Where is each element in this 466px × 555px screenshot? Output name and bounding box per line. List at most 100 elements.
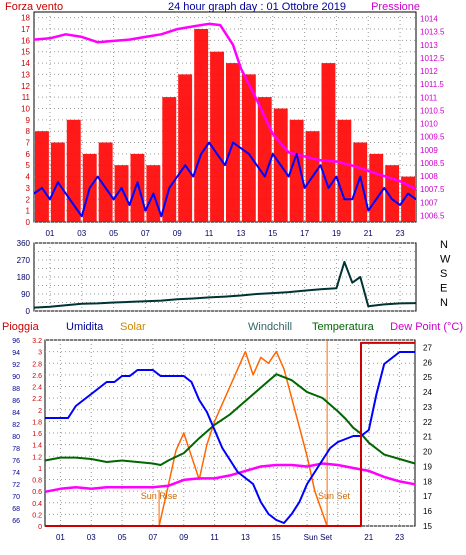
- panel-rain-humidity-temp: Pioggia Umidita Solar Windchill Temperat…: [2, 321, 463, 542]
- speed-line: [33, 141, 417, 218]
- legend-temperature: Temperatura: [312, 321, 375, 333]
- pressure-tick-label: 1011: [420, 93, 438, 102]
- sunrise-label: Sun Rise: [141, 491, 178, 501]
- wind-bar: [178, 74, 193, 223]
- temperature-axis-ticks: 15 16 17 18 19 20 21 22 23 24 25 26 27: [423, 343, 432, 531]
- pressure-tick-label: 1011.5: [420, 80, 444, 89]
- time-tick-label: 15: [272, 533, 281, 542]
- temperature-tick-label: 17: [423, 492, 432, 501]
- time-tick-label: 09: [179, 533, 188, 542]
- pressure-tick-label: 1008.5: [420, 159, 445, 168]
- rain-tick-label: 0.4: [32, 501, 42, 508]
- time-tick-label: 21: [364, 533, 373, 542]
- rain-tick-label: 2: [38, 408, 42, 415]
- time-tick-label: 21: [364, 229, 373, 238]
- wind-tick-label: 12: [21, 82, 30, 91]
- humidity-tick-label: 88: [12, 386, 20, 393]
- direction-line: [33, 260, 417, 309]
- pressure-tick-label: 1007.5: [420, 185, 445, 194]
- panel1-time-ticks: 01 03 05 07 09 11 13 15 17 19 21 23: [45, 229, 405, 238]
- wind-bar: [194, 29, 209, 222]
- wind-tick-label: 15: [21, 48, 30, 57]
- header-left-label: Forza vento: [5, 1, 63, 13]
- wind-tick-label: 13: [21, 70, 30, 79]
- temperature-tick-label: 20: [423, 448, 432, 457]
- pressure-tick-label: 1009: [420, 146, 438, 155]
- humidity-tick-label: 78: [12, 446, 20, 453]
- wind-bar: [114, 165, 129, 222]
- pressure-tick-label: 1013: [420, 41, 438, 50]
- pressure-tick-label: 1009.5: [420, 133, 445, 142]
- pressure-tick-label: 1006.5: [420, 211, 445, 220]
- pressure-tick-label: 1010: [420, 120, 438, 129]
- time-tick-label: 01: [56, 533, 65, 542]
- time-tick-label: 11: [205, 229, 214, 238]
- temperature-tick-label: 25: [423, 373, 432, 382]
- humidity-tick-label: 84: [12, 410, 20, 417]
- temperature-tick-label: 26: [423, 358, 432, 367]
- solar-line: [158, 350, 328, 527]
- temperature-tick-label: 16: [423, 507, 432, 516]
- time-tick-label: 07: [141, 229, 150, 238]
- rain-tick-label: 0: [38, 524, 42, 531]
- rain-tick-label: 1.8: [32, 419, 42, 426]
- wind-bar: [257, 97, 272, 222]
- dewpoint-line: [44, 462, 416, 494]
- time-tick-label: 01: [45, 229, 54, 238]
- humidity-tick-label: 68: [12, 506, 20, 513]
- wind-tick-label: 1: [26, 207, 31, 216]
- wind-tick-label: 17: [21, 25, 30, 34]
- humidity-tick-label: 86: [12, 398, 20, 405]
- rain-line: [45, 341, 415, 527]
- panel2-frame: [33, 242, 417, 312]
- legend-windchill: Windchill: [248, 321, 292, 333]
- humidity-tick-label: 70: [12, 494, 20, 501]
- wind-tick-label: 0: [26, 218, 31, 227]
- time-tick-label: 19: [332, 229, 341, 238]
- rain-tick-label: 0.2: [32, 512, 42, 519]
- wind-tick-label: 2: [26, 195, 31, 204]
- panel-wind-pressure: Forza vento 24 hour graph day : 01 Ottob…: [5, 1, 445, 238]
- humidity-tick-label: 92: [12, 362, 20, 369]
- rain-tick-label: 1.2: [32, 454, 42, 461]
- temperature-tick-label: 21: [423, 433, 432, 442]
- wind-tick-label: 16: [21, 36, 30, 45]
- time-tick-label: 07: [148, 533, 157, 542]
- direction-tick-label: 360: [17, 239, 31, 248]
- time-tick-label: 05: [118, 533, 127, 542]
- pressure-tick-label: 1010.5: [420, 106, 445, 115]
- time-tick-label: 15: [268, 229, 277, 238]
- rain-tick-label: 2.2: [32, 396, 42, 403]
- header-title: 24 hour graph day : 01 Ottobre 2019: [168, 1, 346, 13]
- rain-tick-label: 3: [38, 350, 42, 357]
- rain-tick-label: 2.4: [32, 385, 42, 392]
- compass-label: W: [440, 254, 451, 266]
- pressure-tick-label: 1012: [420, 67, 438, 76]
- pressure-tick-label: 1013.5: [420, 28, 445, 37]
- direction-axis-ticks: 0 90 180 270 360: [17, 239, 31, 316]
- wind-bar: [353, 142, 368, 222]
- time-tick-label: 17: [300, 229, 309, 238]
- humidity-tick-label: 94: [12, 350, 20, 357]
- time-tick-label: 13: [236, 229, 245, 238]
- panel1-grid: [34, 12, 416, 223]
- temperature-tick-label: 19: [423, 463, 432, 472]
- panel3-time-ticks: 01 03 05 07 09 11 13 15 Sun Set 21 23: [56, 533, 405, 542]
- wind-bar: [162, 97, 177, 222]
- legend-dewpoint: Dew Point (°C): [390, 321, 463, 333]
- wind-tick-label: 6: [26, 150, 31, 159]
- pressure-tick-label: 1014: [420, 15, 438, 24]
- humidity-tick-label: 90: [12, 374, 20, 381]
- direction-tick-label: 270: [17, 256, 31, 265]
- temperature-tick-label: 22: [423, 418, 432, 427]
- wind-bar: [35, 131, 49, 222]
- pressure-tick-label: 1008: [420, 172, 438, 181]
- wind-tick-label: 3: [26, 184, 31, 193]
- rain-tick-label: 0.8: [32, 478, 42, 485]
- humidity-tick-label: 74: [12, 470, 20, 477]
- wind-direction-line: [33, 260, 417, 309]
- wind-bar: [210, 51, 224, 223]
- time-tick-label: 23: [396, 229, 405, 238]
- direction-tick-label: 180: [17, 273, 31, 282]
